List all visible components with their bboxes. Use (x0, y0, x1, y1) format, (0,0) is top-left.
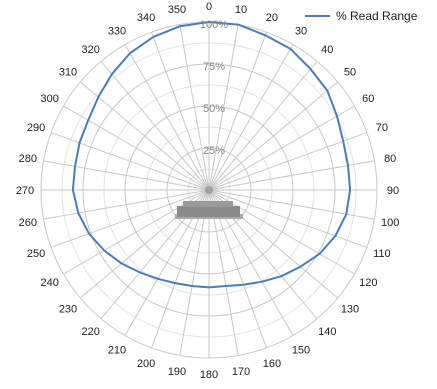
grid-spoke-80 (208, 160, 375, 191)
radial-tick-label: 25% (203, 145, 225, 157)
angle-tick-label: 100 (381, 217, 399, 229)
angle-tick-label: 150 (292, 344, 310, 356)
grid-spoke-250 (50, 189, 210, 248)
angle-tick-label: 20 (266, 12, 278, 24)
angle-tick-label: 310 (59, 67, 77, 79)
grid-spoke-70 (208, 132, 368, 191)
grid-spoke-280 (43, 160, 210, 191)
angle-tick-label: 130 (341, 303, 359, 315)
reader-center-dot (205, 186, 213, 194)
angle-tick-label: 70 (376, 122, 388, 134)
angle-tick-label: 270 (16, 185, 34, 197)
angle-tick-label: 160 (263, 358, 281, 370)
angle-tick-label: 280 (19, 153, 37, 165)
radial-grid (40, 21, 378, 359)
angle-tick-label: 190 (168, 366, 186, 378)
angle-tick-label: 340 (137, 12, 155, 24)
angle-tick-labels: 0 10 20 30 40 50 60 70 80 90 100 110 120 130 140 150 160… (16, 1, 400, 381)
angle-tick-label: 0 (206, 1, 212, 13)
grid-spoke-290 (50, 132, 210, 191)
angle-tick-label: 40 (321, 44, 333, 56)
angle-tick-label: 330 (108, 26, 126, 38)
angle-tick-label: 90 (387, 185, 399, 197)
angle-tick-label: 230 (59, 303, 77, 315)
grid-spoke-20 (208, 31, 267, 191)
angle-tick-label: 240 (41, 277, 59, 289)
grid-spoke-40 (208, 60, 318, 191)
angle-tick-label: 300 (41, 93, 59, 105)
angle-tick-label: 260 (19, 217, 37, 229)
grid-spoke-340 (151, 31, 210, 191)
angle-tick-label: 290 (27, 122, 45, 134)
reader-top-edge (183, 201, 233, 207)
radial-tick-label: 100% (200, 19, 228, 31)
angle-tick-label: 30 (295, 26, 307, 38)
angle-tick-label: 320 (82, 44, 100, 56)
angle-tick-label: 200 (137, 358, 155, 370)
grid-spoke-350 (179, 24, 210, 191)
angle-tick-label: 170 (232, 366, 250, 378)
grid-spoke-60 (208, 105, 355, 191)
angle-tick-label: 60 (362, 93, 374, 105)
grid-spoke-120 (208, 189, 355, 275)
grid-spoke-10 (208, 24, 239, 191)
angle-tick-label: 140 (318, 326, 336, 338)
legend-label: % Read Range (336, 9, 418, 23)
grid-spoke-260 (43, 189, 210, 220)
angle-tick-label: 220 (82, 326, 100, 338)
radial-tick-label: 75% (203, 61, 225, 73)
series-layer (71, 21, 352, 289)
angle-tick-label: 250 (27, 248, 45, 260)
angle-tick-label: 180 (200, 369, 218, 381)
angle-tick-label: 10 (235, 4, 247, 16)
reader-antenna-graphic (175, 186, 243, 219)
angle-tick-label: 50 (344, 67, 356, 79)
grid-spoke-330 (124, 44, 210, 191)
grid-spoke-50 (208, 81, 339, 191)
legend: % Read Range (305, 9, 418, 23)
angle-tick-label: 350 (168, 4, 186, 16)
grid-spoke-30 (208, 44, 294, 191)
reader-body (177, 206, 240, 217)
grid-spoke-320 (100, 60, 210, 191)
angle-tick-label: 210 (108, 344, 126, 356)
angle-tick-label: 80 (384, 153, 396, 165)
grid-spoke-110 (208, 189, 368, 248)
radial-tick-labels: 25% 50% 75% 100% (200, 19, 228, 157)
grid-spoke-310 (79, 81, 210, 191)
radial-tick-label: 50% (203, 103, 225, 115)
angle-tick-label: 110 (373, 248, 391, 260)
angle-tick-label: 120 (359, 277, 377, 289)
series-line-0 (71, 21, 352, 289)
